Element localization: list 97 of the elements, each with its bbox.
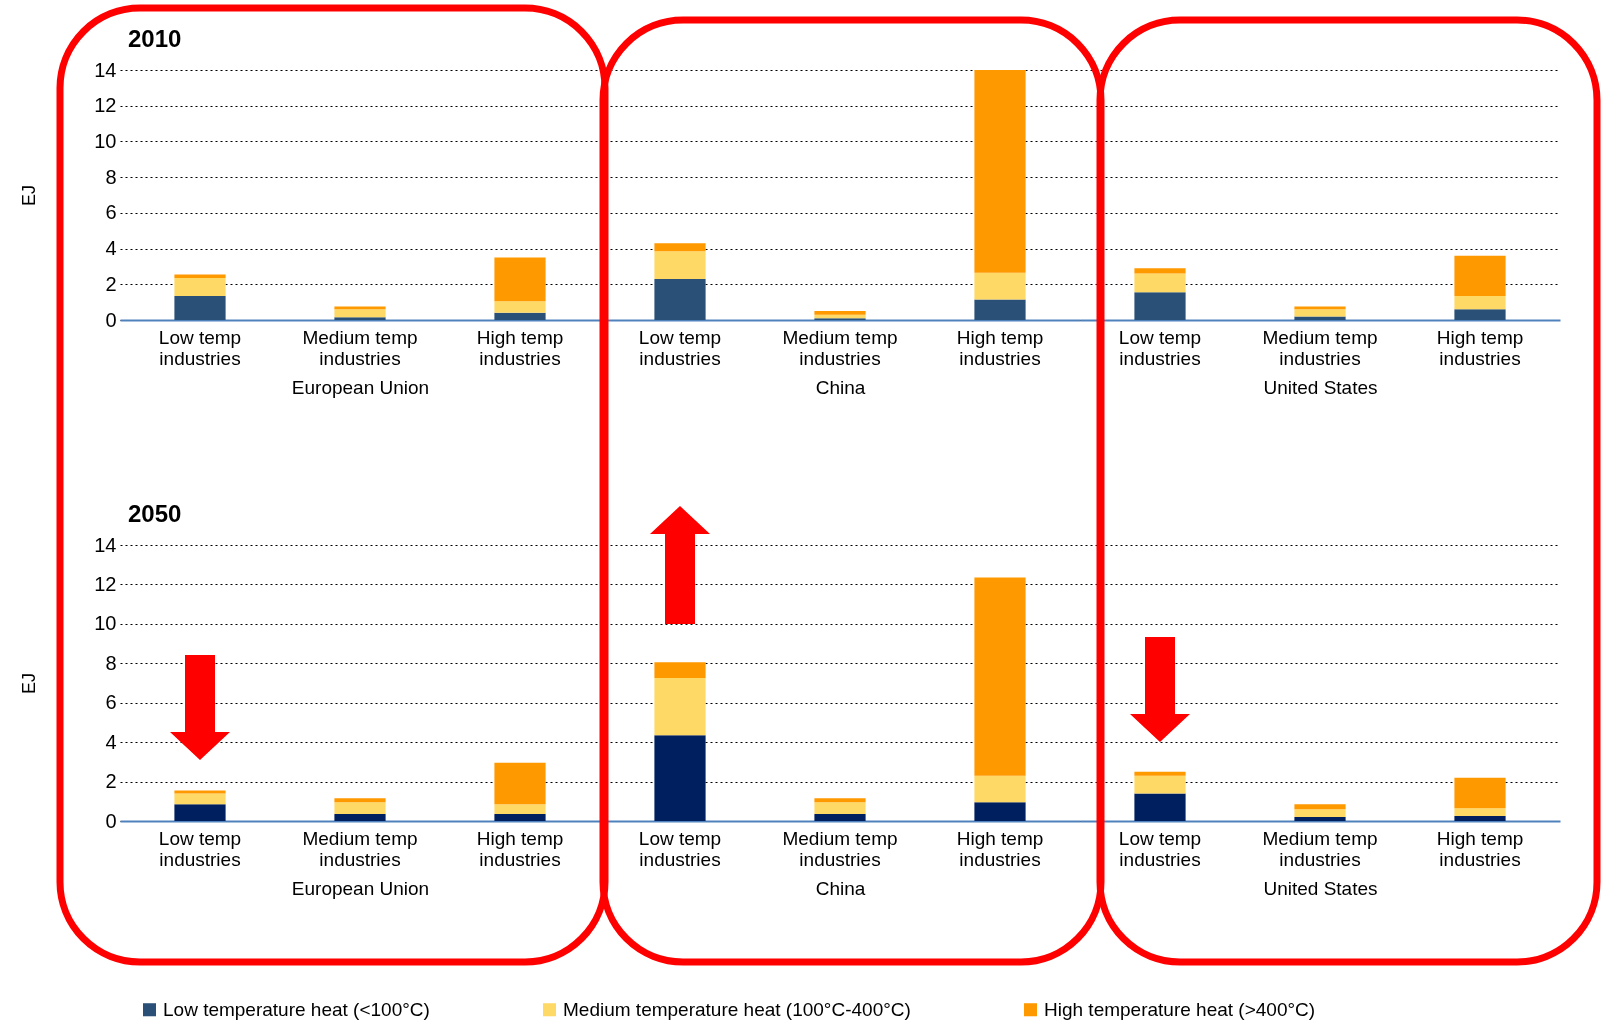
y-axis-title: EJ bbox=[19, 672, 40, 695]
legend-label: High temperature heat (>400°C) bbox=[1044, 998, 1316, 1020]
bar bbox=[494, 257, 546, 302]
bar bbox=[1294, 817, 1346, 821]
bar bbox=[1294, 309, 1346, 317]
x-axis-title: European Union bbox=[291, 877, 430, 899]
x-tick-label: Medium temp industries bbox=[1262, 827, 1378, 870]
bar bbox=[334, 317, 386, 320]
bar bbox=[1134, 273, 1186, 293]
bar bbox=[334, 814, 386, 821]
bar bbox=[494, 312, 546, 320]
x-tick-label: High temp industries bbox=[956, 827, 1044, 870]
bar bbox=[174, 295, 226, 320]
x-tick-label: High temp industries bbox=[956, 326, 1044, 369]
bar bbox=[974, 272, 1026, 300]
y-tick-label: 4 bbox=[105, 237, 117, 260]
x-tick-label: Medium temp industries bbox=[302, 326, 418, 369]
x-tick-label: High temp industries bbox=[1436, 326, 1524, 369]
y-tick-label: 12 bbox=[94, 94, 117, 117]
chart-title: 2050 bbox=[128, 500, 182, 527]
bar bbox=[1454, 255, 1506, 296]
bar bbox=[1454, 309, 1506, 320]
x-tick-label: Medium temp industries bbox=[782, 827, 898, 870]
y-tick-label: 0 bbox=[105, 308, 117, 331]
bar bbox=[974, 775, 1026, 803]
legend-label: Low temperature heat (<100°C) bbox=[163, 998, 430, 1020]
bar bbox=[1454, 816, 1506, 821]
bar bbox=[1134, 771, 1186, 776]
x-tick-label: Medium temp industries bbox=[1262, 326, 1378, 369]
bar bbox=[974, 577, 1026, 776]
bar bbox=[654, 278, 706, 320]
bar bbox=[174, 793, 226, 805]
bar bbox=[1454, 808, 1506, 817]
y-tick-label: 8 bbox=[105, 651, 117, 674]
y-tick-label: 14 bbox=[94, 533, 117, 556]
bar bbox=[1294, 804, 1346, 810]
bar bbox=[494, 804, 546, 815]
bar bbox=[174, 278, 226, 296]
bar bbox=[814, 798, 866, 803]
bar bbox=[814, 802, 866, 815]
bar bbox=[1294, 809, 1346, 818]
y-axis-title: EJ bbox=[19, 184, 40, 207]
x-axis-title: United States bbox=[1263, 877, 1378, 899]
y-tick-label: 6 bbox=[105, 201, 117, 224]
bar bbox=[654, 678, 706, 736]
bar bbox=[334, 802, 386, 815]
x-tick-label: Medium temp industries bbox=[302, 827, 418, 870]
x-axis-title: European Union bbox=[291, 376, 430, 398]
bar bbox=[974, 70, 1026, 273]
bar bbox=[494, 814, 546, 821]
bar bbox=[1454, 777, 1506, 809]
y-tick-label: 10 bbox=[94, 129, 117, 152]
x-tick-label: Low temp industries bbox=[638, 326, 722, 369]
bar bbox=[494, 301, 546, 313]
bar bbox=[1294, 316, 1346, 320]
bar bbox=[334, 309, 386, 318]
bar bbox=[654, 251, 706, 279]
x-axis-title: China bbox=[815, 877, 866, 899]
x-tick-label: High temp industries bbox=[476, 326, 564, 369]
y-tick-label: 2 bbox=[105, 770, 117, 793]
bar bbox=[1454, 295, 1506, 310]
y-tick-label: 12 bbox=[94, 572, 117, 595]
bar bbox=[1134, 292, 1186, 320]
y-tick-label: 8 bbox=[105, 165, 117, 188]
bar bbox=[1134, 268, 1186, 274]
y-tick-label: 4 bbox=[105, 730, 117, 753]
x-tick-label: Low temp industries bbox=[1118, 326, 1202, 369]
bar bbox=[974, 802, 1026, 821]
x-tick-label: High temp industries bbox=[1436, 827, 1524, 870]
bar bbox=[174, 790, 226, 794]
bar bbox=[974, 299, 1026, 320]
bar bbox=[334, 798, 386, 803]
x-tick-label: Low temp industries bbox=[158, 326, 242, 369]
bar bbox=[654, 735, 706, 821]
legend-label: Medium temperature heat (100°C-400°C) bbox=[563, 998, 911, 1020]
bar bbox=[814, 311, 866, 315]
bar bbox=[494, 762, 546, 805]
bar bbox=[1134, 793, 1186, 821]
bar bbox=[814, 814, 866, 821]
bar bbox=[654, 662, 706, 679]
bar bbox=[1134, 775, 1186, 794]
x-tick-label: Low temp industries bbox=[158, 827, 242, 870]
y-tick-label: 2 bbox=[105, 272, 117, 295]
y-tick-label: 6 bbox=[105, 691, 117, 714]
bar bbox=[174, 804, 226, 821]
x-tick-label: Medium temp industries bbox=[782, 326, 898, 369]
bar bbox=[174, 274, 226, 279]
x-axis-title: China bbox=[815, 376, 866, 398]
y-tick-label: 10 bbox=[94, 612, 117, 635]
y-tick-label: 0 bbox=[105, 809, 117, 832]
x-tick-label: Low temp industries bbox=[1118, 827, 1202, 870]
x-tick-label: High temp industries bbox=[476, 827, 564, 870]
x-tick-label: Low temp industries bbox=[638, 827, 722, 870]
x-axis-title: United States bbox=[1263, 376, 1378, 398]
bar bbox=[654, 243, 706, 252]
chart-title: 2010 bbox=[128, 25, 182, 52]
y-tick-label: 14 bbox=[94, 58, 117, 81]
